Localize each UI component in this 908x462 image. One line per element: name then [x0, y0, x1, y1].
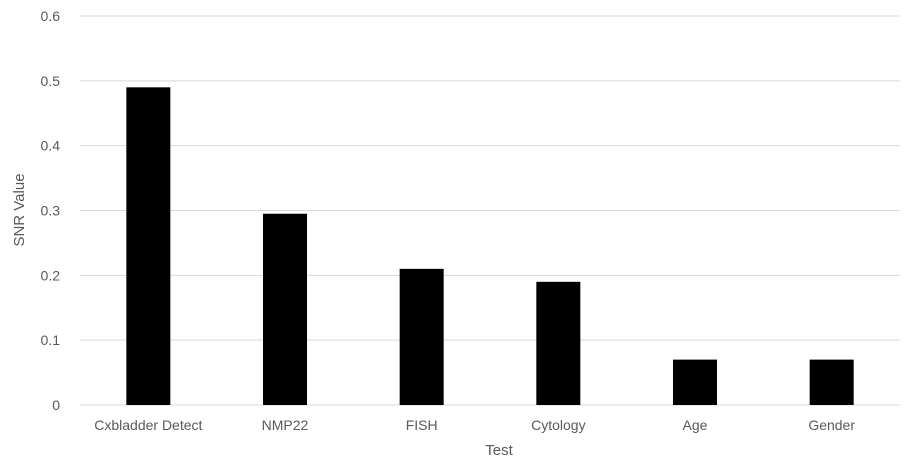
x-axis-tick-labels: Cxbladder Detect NMP22 FISH Cytology Age Gend…	[94, 417, 855, 433]
y-tick-label: 0.2	[41, 267, 61, 283]
x-tick-label: Gender	[808, 417, 855, 433]
y-tick-label: 0.3	[41, 203, 61, 219]
bar-age	[673, 359, 717, 405]
bar-fish	[399, 268, 444, 405]
x-tick-label: NMP22	[262, 417, 309, 433]
bar-gender	[809, 359, 854, 405]
y-tick-label: 0.6	[41, 8, 61, 24]
y-tick-label: 0.5	[41, 73, 61, 89]
bar-cxbladder-detect	[126, 87, 171, 406]
x-tick-label: Age	[683, 417, 708, 433]
y-tick-label: 0.4	[41, 138, 61, 154]
bar-nmp22	[263, 213, 307, 405]
x-tick-label: FISH	[406, 417, 438, 433]
y-tick-label: 0.1	[41, 332, 61, 348]
bar-cytology	[536, 281, 581, 405]
gridlines	[80, 15, 900, 406]
y-axis-title: SNR Value	[11, 173, 28, 246]
y-tick-label: 0	[52, 397, 60, 413]
x-axis-title: Test	[485, 442, 513, 457]
x-tick-label: Cytology	[531, 417, 585, 433]
y-axis-tick-labels: 0 0.1 0.2 0.3 0.4 0.5 0.6	[41, 8, 61, 413]
bars	[126, 87, 854, 406]
x-tick-label: Cxbladder Detect	[94, 417, 202, 433]
